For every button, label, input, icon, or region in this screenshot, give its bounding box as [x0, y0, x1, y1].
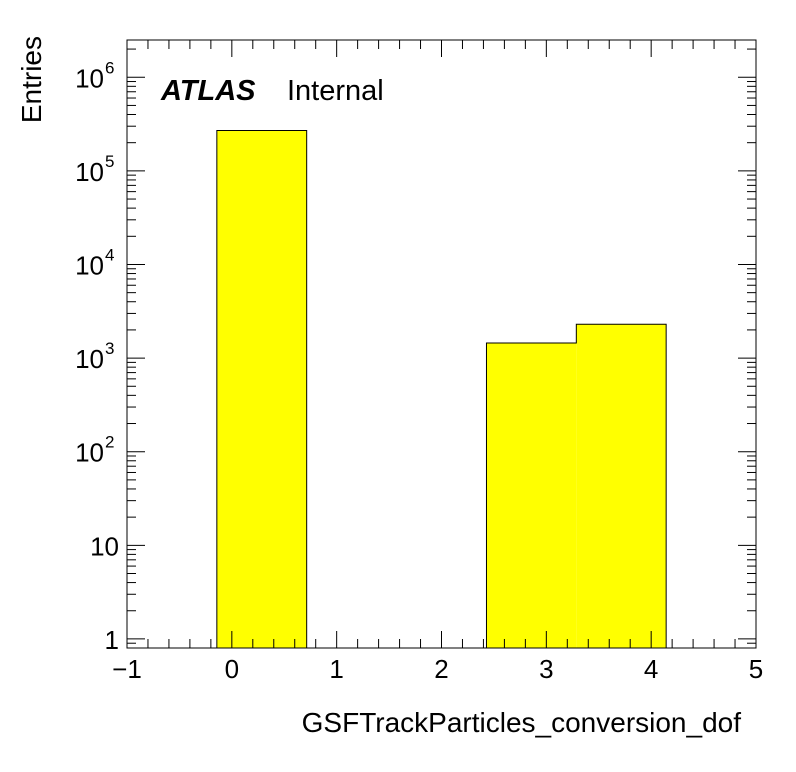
- histogram-bars: [216, 129, 667, 649]
- x-tick-labels: −1 0 1 2 3 4 5: [112, 654, 763, 684]
- axis-ticks: [126, 40, 757, 649]
- y-tick-label: 1: [105, 625, 119, 655]
- atlas-label: ATLAS: [160, 75, 256, 107]
- y-tick-label: 10: [75, 250, 104, 280]
- y-tick-exponent: 4: [105, 245, 114, 264]
- x-tick-label: −1: [112, 654, 142, 684]
- x-tick-label: 2: [434, 654, 448, 684]
- x-tick-label: 0: [225, 654, 239, 684]
- y-tick-exponent: 2: [105, 433, 114, 452]
- y-tick-exponent: 3: [105, 339, 114, 358]
- y-tick-label: 10: [75, 438, 104, 468]
- internal-label: Internal: [287, 75, 384, 107]
- x-tick-label: 3: [539, 654, 553, 684]
- y-tick-label: 10: [90, 531, 119, 561]
- histogram-bar-3: [486, 342, 577, 648]
- y-axis-title: Entries: [16, 36, 47, 123]
- x-tick-label: 4: [644, 654, 658, 684]
- histogram-bar-4: [576, 324, 667, 648]
- y-tick-label: 10: [75, 344, 104, 374]
- x-tick-label: 1: [329, 654, 343, 684]
- y-tick-label: 10: [75, 63, 104, 93]
- y-tick-label: 10: [75, 157, 104, 187]
- y-tick-exponent: 5: [105, 152, 114, 171]
- y-tick-exponent: 6: [105, 58, 114, 77]
- x-axis-title: GSFTrackParticles_conversion_dof: [302, 707, 742, 738]
- x-tick-label: 5: [749, 654, 763, 684]
- histogram-bar-0: [216, 130, 307, 648]
